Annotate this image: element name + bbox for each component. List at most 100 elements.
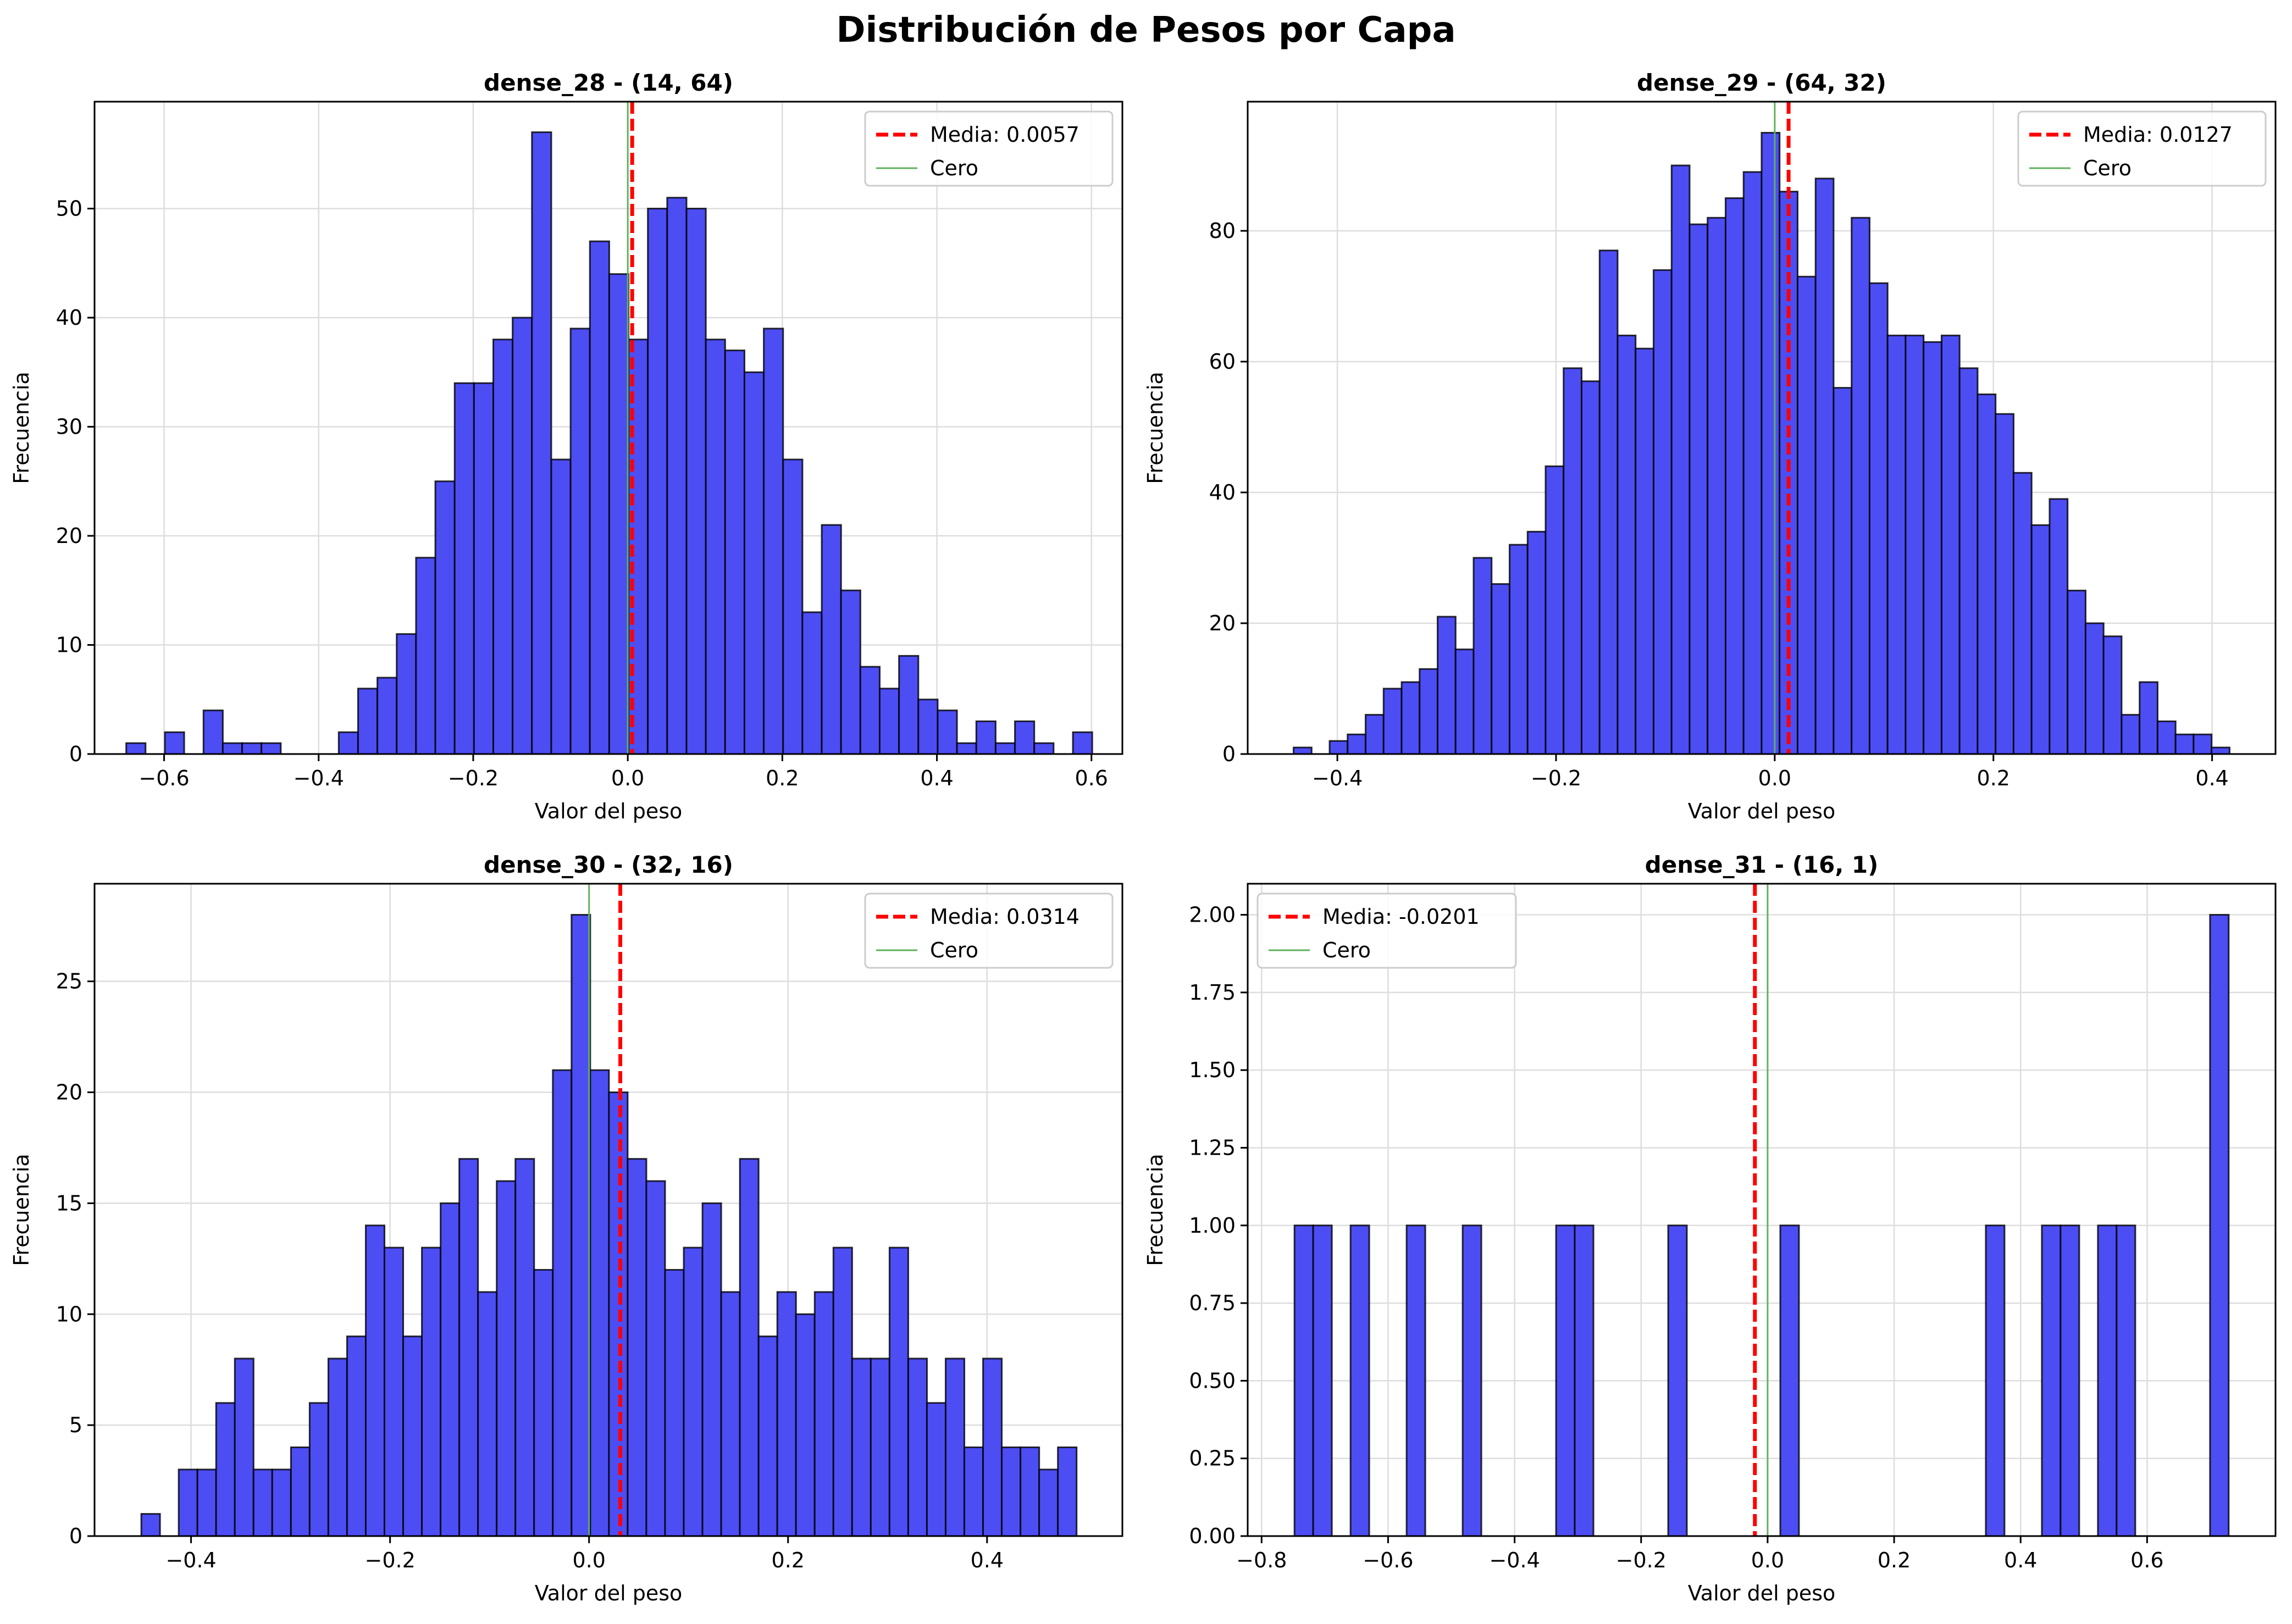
histogram-bar [1688,223,1709,755]
y-tick-label: 0.75 [1189,1291,1236,1315]
figure-title: Distribución de Pesos por Capa [836,10,1456,51]
histogram-bar [531,131,552,755]
x-tick-label: 0.0 [1758,766,1791,790]
histogram-bar [982,1357,1003,1537]
histogram-bar [589,240,610,755]
histogram-bar [608,1091,629,1537]
legend: Media: 0.0314 Cero [864,893,1114,969]
histogram-bar [453,382,475,755]
histogram-bar [1365,714,1385,755]
axes-frame [93,883,1123,1537]
y-tick-label: 1.75 [1189,980,1236,1005]
histogram-bar [1509,544,1529,755]
histogram-bar [1940,334,1961,755]
y-tick-label: 0.25 [1189,1446,1236,1471]
histogram-bar [196,1468,217,1537]
histogram-bar [496,1180,517,1537]
y-tick-label: 0.00 [1189,1524,1236,1548]
histogram-bar [222,742,243,755]
histogram-bar [1574,1224,1595,1537]
histogram-bar [1667,1224,1688,1537]
histogram-panel-dense-30: −0.4 −0.2 0.0 0.2 0.4 0 5 10 15 20 25 dense_30 - (3… [9,851,1123,1605]
legend-zero-label: Cero [930,156,978,180]
histogram-bar [1995,413,2014,755]
histogram-bar [364,1224,386,1537]
histogram-bar [1725,197,1745,755]
legend-box [2017,110,2267,187]
histogram-bar [757,1335,778,1537]
y-tick-label: 1.25 [1189,1135,1236,1160]
histogram-bar [337,731,359,755]
y-tick-label: 40 [56,306,82,330]
histogram-bar [514,1158,535,1537]
histogram-bar [859,666,881,755]
histogram-bar [1851,217,1870,755]
y-tick-label: 15 [56,1191,82,1215]
histogram-bar [1616,334,1637,755]
y-tick-label: 10 [56,633,82,657]
subplot-title: dense_31 - (16, 1) [1645,851,1879,878]
y-tick-label: 0 [1222,742,1236,766]
histogram-bar [1581,380,1601,755]
legend-mean-label: Media: 0.0127 [2083,123,2233,147]
histogram-bar [917,699,939,755]
x-tick-label: 0.0 [611,766,644,790]
histogram-bar [1923,341,1942,755]
x-tick-label: 0.0 [572,1548,605,1572]
histogram-bar [664,1269,685,1537]
histogram-bar [440,1202,461,1537]
histogram-bar [782,458,804,755]
x-tick-label: 0.6 [2130,1548,2163,1572]
histogram-bar [1742,171,1763,755]
y-axis-label: Frecuencia [1143,1154,1167,1266]
histogram-bar [377,677,398,755]
histogram-bar [685,208,707,755]
y-axis-label: Frecuencia [1143,372,1167,484]
histogram-bar [821,524,842,755]
histogram-bar [1814,178,1835,755]
histogram-bar [215,1402,236,1537]
histogram-bar [1419,668,1439,755]
histogram-bar [241,742,263,755]
histogram-bar [2041,1224,2062,1537]
histogram-bar [937,710,958,755]
histogram-bar [724,350,745,755]
histogram-bar [898,655,920,755]
histogram-bar [1057,1446,1078,1537]
histogram-bar [202,710,224,755]
x-tick-label: −0.4 [1312,766,1363,790]
x-tick-label: 0.2 [772,1548,805,1572]
histogram-bar [2049,498,2069,755]
x-tick-label: −0.2 [448,766,499,790]
legend-mean-label: Media: 0.0057 [930,123,1079,147]
histogram-bar [1544,465,1565,755]
y-tick-label: 30 [56,415,82,439]
histogram-bar [994,742,1016,755]
histogram-bar [801,611,823,755]
histogram-bar [434,480,456,755]
x-tick-label: 0.6 [1075,766,1108,790]
histogram-bar [2030,524,2051,755]
histogram-bar [1349,1224,1370,1537]
histogram-panel-dense-29: −0.4 −0.2 0.0 0.2 0.4 0 20 40 60 80 dense_29 - (64… [1143,69,2277,823]
legend-zero-label: Cero [1322,938,1371,962]
histogram-bar [1014,720,1036,755]
histogram-bar [743,371,765,755]
histogram-bar [1328,740,1349,755]
histogram-bar [384,1246,405,1537]
histogram-bar [552,1069,573,1537]
histogram-bar [492,339,514,755]
histogram-bar [1437,616,1457,755]
legend-box [1256,893,1517,969]
histogram-bar [415,557,436,755]
x-axis-label: Valor del peso [535,799,683,823]
histogram-bar [1293,746,1313,755]
histogram-bar [2084,622,2105,755]
y-tick-label: 0 [69,1524,82,1548]
histogram-bar [705,339,726,755]
x-tick-label: −0.2 [365,1548,416,1572]
histogram-bar [1038,1468,1059,1537]
histogram-bar [1635,347,1655,755]
histogram-bar [234,1357,254,1537]
y-tick-label: 20 [56,1080,82,1105]
